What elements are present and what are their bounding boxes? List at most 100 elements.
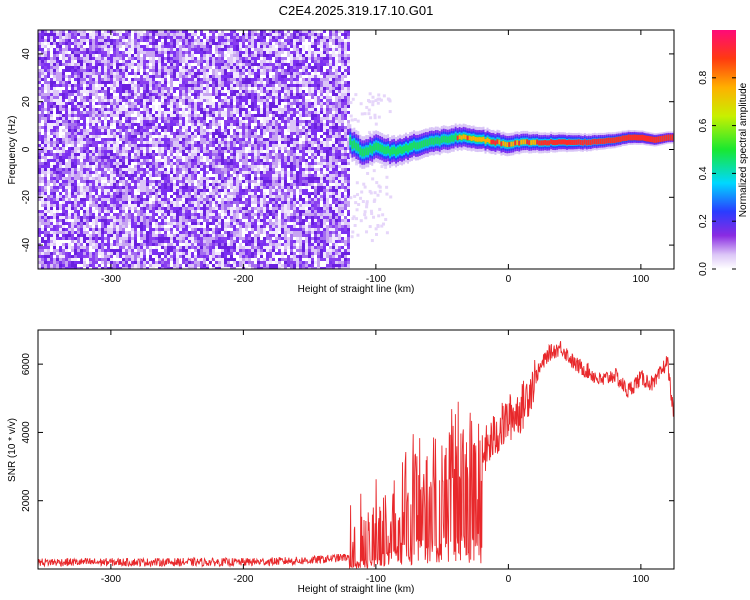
spectrogram-noise-cell <box>44 84 47 90</box>
spectrogram-noise-cell <box>59 105 62 108</box>
spectrogram-noise-cell <box>158 84 161 87</box>
spectrogram-noise-cell <box>233 84 236 87</box>
spectrogram-noise-cell <box>155 54 158 57</box>
spectrogram-noise-cell <box>197 258 200 261</box>
spectrogram-noise-cell <box>251 180 254 183</box>
spectrogram-noise-cell <box>146 222 149 225</box>
spectrogram-noise-cell <box>254 132 257 135</box>
spectrogram-noise-cell <box>38 96 41 102</box>
spectrogram-noise-cell <box>68 117 71 120</box>
spectrogram-noise-cell <box>128 234 131 237</box>
spectrogram-noise-cell <box>248 168 251 171</box>
spectrogram-noise-cell <box>50 33 53 36</box>
spectrogram-noise-cell <box>230 165 233 168</box>
spectrogram-noise-cell <box>185 135 188 138</box>
spectrogram-noise-cell <box>254 63 257 66</box>
spectrogram-noise-cell <box>107 210 110 213</box>
spectrogram-noise-cell <box>113 48 116 51</box>
spectrogram-noise-cell <box>83 168 86 174</box>
spectrogram-noise-cell <box>44 93 47 96</box>
spectrogram-noise-cell <box>62 42 65 45</box>
spectrogram-noise-cell <box>134 159 137 162</box>
spectrogram-noise-cell <box>236 54 239 57</box>
spectrogram-noise-cell <box>74 54 77 57</box>
spectrogram-noise-cell <box>92 141 95 147</box>
spectrogram-noise-cell <box>203 78 206 81</box>
spectrogram-noise-cell <box>188 150 191 153</box>
spectrogram-noise-cell <box>203 267 206 269</box>
spectrogram-noise-cell <box>188 234 191 237</box>
spectrogram-noise-cell <box>266 63 269 66</box>
spectrogram-noise-cell <box>185 87 188 90</box>
spectrogram-noise-cell <box>176 147 179 150</box>
spectrogram-noise-cell <box>116 30 119 33</box>
spectrogram-noise-cell <box>224 42 227 45</box>
spectrogram-noise-cell <box>221 84 224 87</box>
spectrogram-noise-cell <box>170 30 173 33</box>
spectrogram-noise-cell <box>161 42 164 45</box>
spectrogram-noise-cell <box>74 159 77 165</box>
spectrogram-noise-cell <box>215 219 218 222</box>
spectrogram-noise-cell <box>122 240 125 243</box>
spectrogram-noise-cell <box>143 225 146 231</box>
spectrogram-noise-cell <box>164 189 167 195</box>
spectrogram-noise-cell <box>155 261 158 264</box>
spectrogram-noise-cell <box>62 249 65 252</box>
spectrogram-noise-cell <box>167 264 170 267</box>
spectrogram-noise-cell <box>86 195 89 201</box>
spectrogram-noise-cell <box>257 87 260 90</box>
spectrogram-noise-cell <box>158 261 161 264</box>
spectrogram-noise-cell <box>257 267 260 269</box>
spectrogram-noise-cell <box>116 171 119 174</box>
spectrogram-noise-cell <box>245 255 248 258</box>
spectrogram-noise-cell <box>224 66 227 69</box>
spectrogram-noise-cell <box>149 162 152 165</box>
spectrogram-noise-cell <box>89 207 92 210</box>
spectrogram-noise-cell <box>116 60 119 63</box>
spectrogram-noise-cell <box>110 237 113 240</box>
spectrogram-noise-cell <box>236 45 239 48</box>
spectrogram-noise-cell <box>134 48 137 51</box>
spectrogram-noise-cell <box>140 102 143 105</box>
spectrogram-noise-cell <box>266 33 269 36</box>
spectrogram-noise-cell <box>155 255 158 258</box>
spectrogram-noise-cell <box>44 240 47 243</box>
spectrogram-noise-cell <box>185 123 188 126</box>
spectrogram-noise-cell <box>68 267 71 269</box>
spectrogram-noise-cell <box>221 90 224 93</box>
spectrogram-noise-cell <box>50 45 53 48</box>
spectrogram-noise-cell <box>257 114 260 117</box>
spectrogram-noise-cell <box>146 75 149 81</box>
spectrogram-noise-cell <box>92 135 95 138</box>
spectrogram-noise-cell <box>74 96 77 102</box>
spectrogram-noise-cell <box>122 57 125 60</box>
spectrogram-noise-cell <box>77 192 80 195</box>
spectrogram-noise-cell <box>95 150 98 153</box>
spectrogram-noise-cell <box>176 195 179 198</box>
spectrogram-noise-cell <box>245 81 248 84</box>
spectrogram-noise-cell <box>179 216 182 222</box>
spectrogram-noise-cell <box>149 255 152 261</box>
spectrogram-noise-cell <box>173 138 176 141</box>
spectrogram-noise-cell <box>107 204 110 207</box>
spectrogram-noise-cell <box>110 87 113 90</box>
spectrogram-noise-cell <box>62 114 65 117</box>
spectrogram-noise-cell <box>263 267 266 269</box>
spectrogram-noise-cell <box>221 243 224 246</box>
spectrogram-noise-cell <box>113 33 116 36</box>
spectrogram-noise-cell <box>182 237 185 240</box>
spectrogram-noise-cell <box>137 72 140 75</box>
spectrogram-noise-cell <box>59 174 62 180</box>
spectrogram-noise-cell <box>95 183 98 186</box>
spectrogram-noise-cell <box>128 189 131 192</box>
spectrogram-noise-cell <box>59 228 62 231</box>
spectrogram-noise-cell <box>227 87 230 90</box>
spectrogram-noise-cell <box>44 165 47 168</box>
spectrogram-noise-cell <box>263 168 266 171</box>
spectrogram-noise-cell <box>71 168 74 174</box>
spectrogram-noise-cell <box>128 195 131 201</box>
spectrogram-noise-cell <box>212 267 215 269</box>
spectrogram-noise-cell <box>224 150 227 153</box>
spectrogram-noise-cell <box>209 36 212 39</box>
spectrogram-noise-cell <box>215 123 218 126</box>
